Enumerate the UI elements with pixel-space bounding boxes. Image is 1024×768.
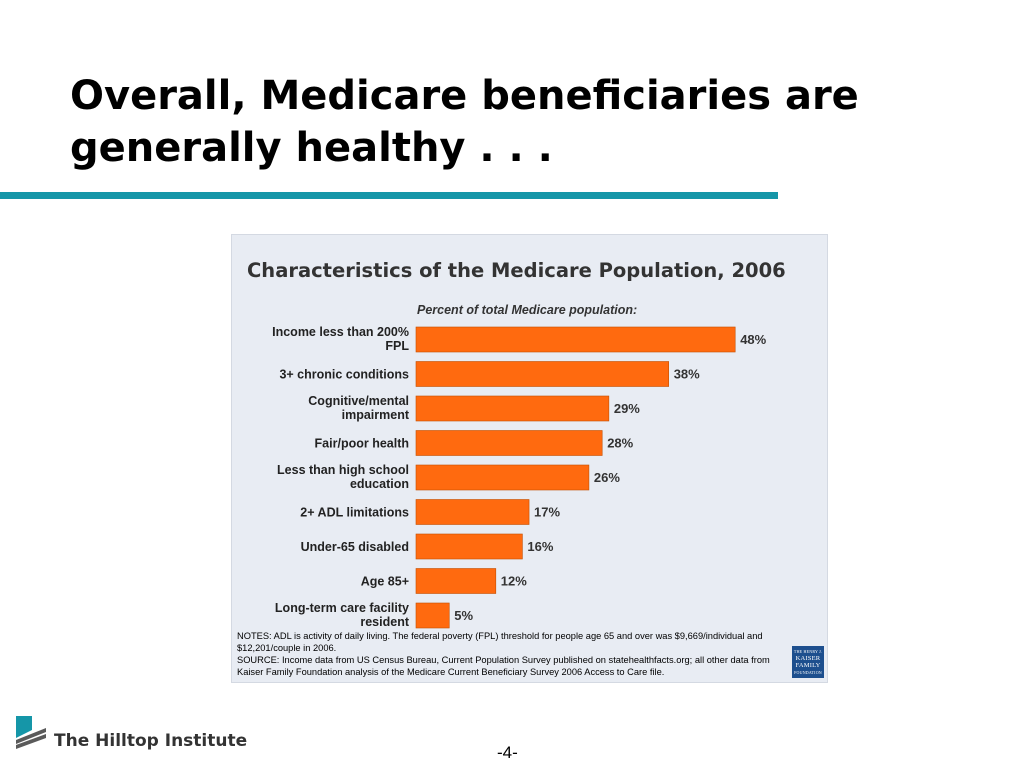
category-label: Cognitive/mental impairment	[308, 394, 410, 422]
bar	[415, 395, 610, 422]
bar	[415, 361, 669, 387]
category-label: 2+ ADL limitations	[300, 506, 409, 520]
bar-value-label: 16%	[527, 539, 553, 554]
bar-value-label: 38%	[674, 367, 700, 382]
bar-value-label: 12%	[501, 574, 527, 589]
bar-value-label: 28%	[607, 436, 633, 451]
bar-value-label: 26%	[594, 470, 620, 485]
institute-name: The Hilltop Institute	[54, 731, 248, 751]
notes-text: NOTES: ADL is activity of daily living. …	[237, 631, 763, 653]
category-label: Under-65 disabled	[301, 540, 409, 554]
category-label: Long-term care facility resident	[275, 601, 410, 629]
bar	[415, 326, 736, 353]
bar	[415, 602, 450, 629]
bar-value-label: 29%	[614, 401, 640, 416]
category-label: 3+ chronic conditions	[279, 368, 409, 382]
bar	[415, 430, 603, 456]
kaiser-family-foundation-logo: THE HENRY J. KAISER FAMILY FOUNDATION	[792, 646, 824, 678]
bar-value-label: 48%	[740, 332, 766, 347]
chart-title: Characteristics of the Medicare Populati…	[247, 259, 786, 282]
bar-value-label: 5%	[454, 608, 473, 623]
bar	[415, 499, 530, 525]
title-divider	[0, 192, 778, 199]
chart-notes: NOTES: ADL is activity of daily living. …	[237, 630, 797, 678]
page-number: -4-	[497, 743, 518, 762]
bar	[415, 568, 497, 594]
chart-panel: Characteristics of the Medicare Populati…	[231, 234, 828, 683]
category-label: Fair/poor health	[315, 437, 409, 451]
bar-chart: 48% Income less than 200% FPL 38% 3+ chronic…	[272, 325, 767, 629]
bar	[415, 533, 523, 560]
source-text: SOURCE: Income data from US Census Burea…	[237, 655, 770, 677]
category-label: Income less than 200% FPL	[272, 325, 409, 353]
bar	[415, 464, 590, 491]
chart-subtitle: Percent of total Medicare population:	[417, 303, 638, 317]
hilltop-logo-icon	[16, 716, 46, 749]
bar-value-label: 17%	[534, 505, 560, 520]
category-label: Age 85+	[361, 575, 409, 589]
slide-title: Overall, Medicare beneficiaries are gene…	[70, 73, 859, 171]
category-label: Less than high school education	[277, 463, 409, 491]
